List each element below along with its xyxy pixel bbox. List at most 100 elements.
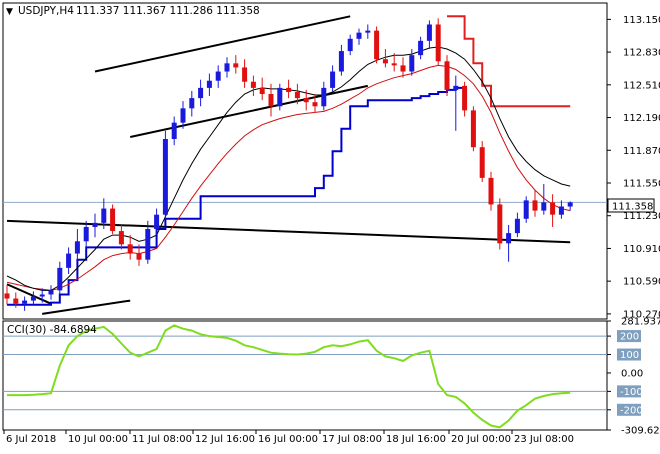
candle-body [4,293,10,299]
candle [110,204,116,235]
chart-dropdown-icon[interactable]: ▼ [6,7,13,17]
trendline-1[interactable] [94,15,351,73]
candle-body [426,24,432,41]
candle-body [259,87,265,95]
candle-body [497,204,503,244]
candle-body [74,241,80,254]
candle-body [541,202,547,211]
trailing-stop-down-line [447,15,571,108]
current-price-label: 111.358 [612,202,653,213]
candle-body [330,71,336,88]
candle-body [567,202,573,207]
time-tick-label: 17 Jul 08:00 [322,434,382,445]
candle-body [180,108,186,123]
candle-body [453,85,459,90]
candle-body [338,51,344,72]
trendline-4[interactable] [6,283,52,305]
cci-tick-label: 0.00 [621,368,643,379]
trendline-3[interactable] [6,219,571,244]
candle [162,130,168,219]
candle-body [418,40,424,56]
candle [444,55,450,97]
candle [66,247,72,275]
time-tick-label: 11 Jul 08:00 [132,434,192,445]
candle [74,229,80,260]
candle-body [162,139,168,215]
candle [426,20,432,50]
candle-body [462,85,468,111]
cci-panel [2,320,608,431]
trendline-2[interactable] [129,84,369,138]
candles-layer [4,18,573,311]
candle-body [224,63,230,72]
candle-body [435,24,441,62]
candle-body [57,267,63,291]
candle-body [506,233,512,244]
candle-body [66,253,72,268]
candle-body [145,229,151,260]
candle-body [83,226,89,242]
trendline-5[interactable] [42,299,131,315]
candle [506,224,512,262]
candle-body [242,67,248,82]
candle [453,75,459,131]
candle-body [277,87,283,107]
candle [118,224,124,250]
cci-layer [3,324,607,429]
candle [532,190,538,217]
cci-line [7,324,571,429]
candle [497,198,503,250]
candle [198,79,204,107]
candle [514,212,520,238]
candle [145,220,151,264]
candle [233,55,239,74]
price-tick-label: 110.910 [623,244,660,255]
candle [479,141,485,182]
price-tick-label: 110.590 [623,277,660,288]
candle [268,83,274,117]
candle [541,184,547,215]
candle [101,198,107,230]
candle-body [136,253,142,260]
candle [39,288,45,303]
candle-body [286,87,292,92]
time-tick-label: 18 Jul 16:00 [386,434,446,445]
candle [567,201,573,211]
candle-body [488,177,494,205]
cci-level-badge [617,330,641,343]
candle [189,90,195,117]
candle [338,44,344,76]
price-tick-label: 113.150 [623,15,660,26]
candle [312,94,318,113]
price-tick-label: 112.830 [623,48,660,59]
price-tick-label: 112.190 [623,113,660,124]
candle [374,26,380,64]
candle [250,75,256,97]
candle [356,28,362,45]
candle [558,200,564,219]
candle-body [523,200,529,219]
candle-body [558,206,564,215]
cci-tick-label: 200 [620,332,639,343]
price-tick-label: 112.510 [623,80,660,91]
candle-body [189,98,195,109]
axis-layer: 113.150 112.830 112.510 112.190 111.870 111.5… [3,15,660,445]
candle-body [118,231,124,245]
time-tick-label: 6 Jul 2018 [6,434,56,445]
symbol-timeframe-label: USDJPY,H4 [18,5,74,17]
candle [347,34,353,56]
price-tick-label: 111.870 [623,146,660,157]
candle-body [233,63,239,68]
candle [470,106,476,152]
candle-body [22,300,28,304]
cci-indicator-label: CCI(30) -84.6894 [7,324,97,336]
candle [435,18,441,66]
cci-level-badge [617,403,641,416]
candle-body [30,296,36,301]
price-tick-label: 110.270 [623,309,660,320]
candle-body [550,202,556,215]
candle-body [154,214,160,230]
candle [171,116,177,146]
